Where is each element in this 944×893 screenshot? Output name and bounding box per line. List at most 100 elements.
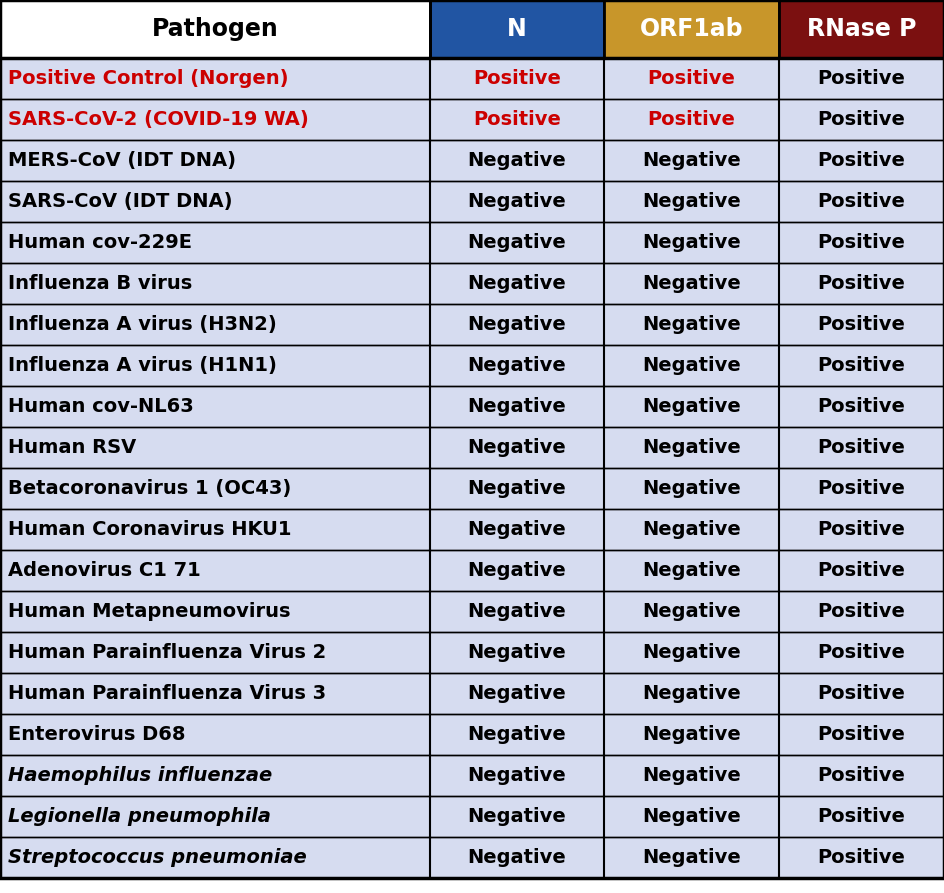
Text: Positive: Positive <box>473 110 561 129</box>
Text: Negative: Negative <box>467 520 566 539</box>
Text: Human Metapneumovirus: Human Metapneumovirus <box>8 602 291 621</box>
Text: Negative: Negative <box>642 643 741 662</box>
Text: Negative: Negative <box>642 520 741 539</box>
Text: Influenza A virus (H3N2): Influenza A virus (H3N2) <box>8 315 277 334</box>
Bar <box>0 181 944 222</box>
Bar <box>0 714 944 755</box>
Text: SARS-CoV (IDT DNA): SARS-CoV (IDT DNA) <box>8 192 232 211</box>
Text: Negative: Negative <box>467 602 566 621</box>
Bar <box>0 222 944 263</box>
Text: Negative: Negative <box>642 766 741 785</box>
Text: Adenovirus C1 71: Adenovirus C1 71 <box>8 561 201 580</box>
Bar <box>779 0 944 58</box>
Text: Betacoronavirus 1 (OC43): Betacoronavirus 1 (OC43) <box>8 479 292 498</box>
Text: Negative: Negative <box>467 315 566 334</box>
Bar <box>0 468 944 509</box>
Text: Negative: Negative <box>642 561 741 580</box>
Text: Negative: Negative <box>642 192 741 211</box>
Bar <box>0 755 944 796</box>
Text: Positive: Positive <box>818 561 905 580</box>
Bar <box>0 345 944 386</box>
Bar <box>0 509 944 550</box>
Text: Positive: Positive <box>818 807 905 826</box>
Text: Negative: Negative <box>467 151 566 170</box>
Text: Positive: Positive <box>648 110 735 129</box>
Text: Negative: Negative <box>642 438 741 457</box>
Bar <box>0 591 944 632</box>
Text: Positive: Positive <box>818 233 905 252</box>
Text: Positive: Positive <box>818 438 905 457</box>
Text: Positive: Positive <box>818 643 905 662</box>
Text: Positive: Positive <box>818 274 905 293</box>
Text: Positive: Positive <box>818 479 905 498</box>
Text: RNase P: RNase P <box>807 17 916 41</box>
Text: Positive: Positive <box>473 69 561 88</box>
Text: Negative: Negative <box>467 848 566 867</box>
Text: Human Parainfluenza Virus 2: Human Parainfluenza Virus 2 <box>8 643 327 662</box>
Text: Negative: Negative <box>467 684 566 703</box>
Text: SARS-CoV-2 (COVID-19 WA): SARS-CoV-2 (COVID-19 WA) <box>8 110 309 129</box>
Text: Positive: Positive <box>818 602 905 621</box>
Text: Positive: Positive <box>818 684 905 703</box>
Bar <box>0 99 944 140</box>
Bar <box>0 140 944 181</box>
Text: Human Parainfluenza Virus 3: Human Parainfluenza Virus 3 <box>8 684 326 703</box>
Text: N: N <box>507 17 527 41</box>
Text: MERS-CoV (IDT DNA): MERS-CoV (IDT DNA) <box>8 151 236 170</box>
Text: Influenza A virus (H1N1): Influenza A virus (H1N1) <box>8 356 277 375</box>
Text: Positive Control (Norgen): Positive Control (Norgen) <box>8 69 289 88</box>
Bar <box>0 796 944 837</box>
Bar <box>0 427 944 468</box>
Text: Negative: Negative <box>467 479 566 498</box>
Text: Negative: Negative <box>642 848 741 867</box>
Text: Positive: Positive <box>818 848 905 867</box>
Text: Positive: Positive <box>818 520 905 539</box>
Text: Legionella pneumophila: Legionella pneumophila <box>8 807 271 826</box>
Text: Negative: Negative <box>642 151 741 170</box>
Text: Negative: Negative <box>467 274 566 293</box>
Text: Human cov-229E: Human cov-229E <box>8 233 192 252</box>
Text: Negative: Negative <box>642 602 741 621</box>
Text: Negative: Negative <box>467 233 566 252</box>
Text: Negative: Negative <box>642 807 741 826</box>
Text: Negative: Negative <box>467 356 566 375</box>
Bar <box>0 304 944 345</box>
Text: Negative: Negative <box>467 192 566 211</box>
Text: Negative: Negative <box>642 684 741 703</box>
Text: Negative: Negative <box>642 315 741 334</box>
Text: Negative: Negative <box>642 397 741 416</box>
Text: Influenza B virus: Influenza B virus <box>8 274 193 293</box>
Text: Positive: Positive <box>818 110 905 129</box>
Text: Enterovirus D68: Enterovirus D68 <box>8 725 186 744</box>
Bar <box>0 837 944 878</box>
Text: Positive: Positive <box>818 766 905 785</box>
Text: Positive: Positive <box>818 151 905 170</box>
Text: Haemophilus influenzae: Haemophilus influenzae <box>8 766 272 785</box>
Text: Negative: Negative <box>467 725 566 744</box>
Text: Negative: Negative <box>467 438 566 457</box>
Text: Streptococcus pneumoniae: Streptococcus pneumoniae <box>8 848 307 867</box>
Text: Negative: Negative <box>642 233 741 252</box>
Text: Positive: Positive <box>818 315 905 334</box>
Bar <box>430 0 604 58</box>
Text: Negative: Negative <box>467 643 566 662</box>
Text: Negative: Negative <box>467 561 566 580</box>
Text: Negative: Negative <box>467 807 566 826</box>
Bar <box>0 263 944 304</box>
Bar <box>604 0 779 58</box>
Bar <box>0 550 944 591</box>
Bar <box>0 58 944 99</box>
Text: Negative: Negative <box>642 356 741 375</box>
Text: Human RSV: Human RSV <box>8 438 136 457</box>
Text: Positive: Positive <box>818 356 905 375</box>
Text: Positive: Positive <box>818 69 905 88</box>
Text: ORF1ab: ORF1ab <box>640 17 743 41</box>
Text: Positive: Positive <box>818 397 905 416</box>
Text: Negative: Negative <box>642 725 741 744</box>
Text: Negative: Negative <box>467 766 566 785</box>
Bar <box>0 632 944 673</box>
Text: Positive: Positive <box>818 725 905 744</box>
Bar <box>0 0 430 58</box>
Text: Negative: Negative <box>642 479 741 498</box>
Text: Negative: Negative <box>642 274 741 293</box>
